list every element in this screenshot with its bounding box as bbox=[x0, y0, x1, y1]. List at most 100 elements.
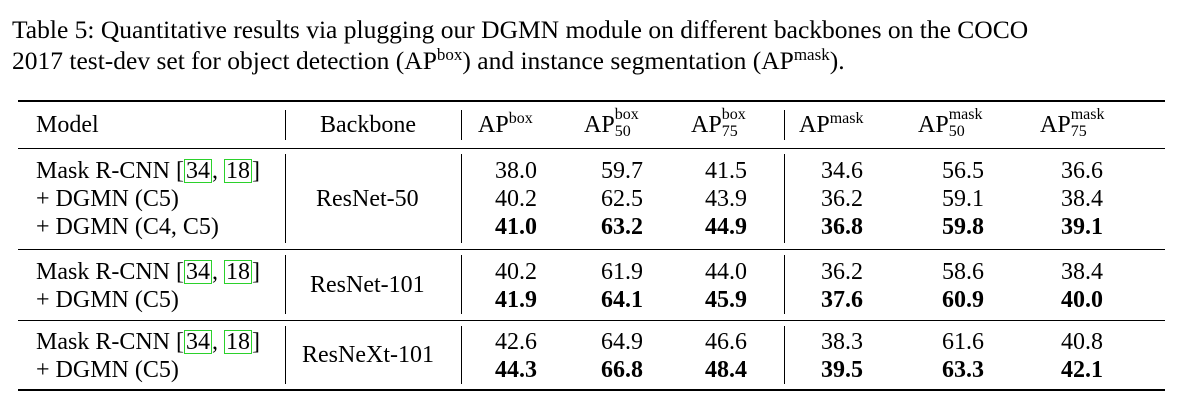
citation-link[interactable]: 18 bbox=[224, 158, 252, 184]
table-cell-value: 42.6 bbox=[495, 329, 537, 355]
model-text: Mask R-CNN [ bbox=[36, 158, 184, 184]
top-rule bbox=[18, 100, 1165, 102]
header-ap-base: AP bbox=[1040, 112, 1071, 138]
citation-link[interactable]: 18 bbox=[224, 259, 252, 285]
column-divider bbox=[784, 326, 785, 384]
table-cell-value: 40.2 bbox=[495, 259, 537, 285]
table-caption: Table 5: Quantitative results via pluggi… bbox=[12, 14, 1172, 76]
table-cell-value: 61.6 bbox=[942, 329, 984, 355]
table-cell-value: 41.9 bbox=[495, 287, 537, 313]
table-cell-value: 64.9 bbox=[601, 329, 643, 355]
group-rule bbox=[18, 320, 1165, 321]
table-cell-value: 38.0 bbox=[495, 158, 537, 184]
column-divider bbox=[461, 326, 462, 384]
header-ap-sup: mask bbox=[1070, 106, 1105, 123]
column-divider bbox=[285, 110, 286, 140]
model-text: Mask R-CNN [ bbox=[36, 259, 184, 285]
table-cell-value: 45.9 bbox=[705, 287, 747, 313]
backbone-cell: ResNeXt-101 bbox=[302, 342, 434, 368]
table-row-model: + DGMN (C5) bbox=[36, 287, 179, 313]
header-ap75-box: AP box 75 bbox=[691, 107, 766, 140]
table-cell-value: 36.2 bbox=[821, 259, 863, 285]
table-cell-value: 58.6 bbox=[942, 259, 984, 285]
table-cell-value: 43.9 bbox=[705, 186, 747, 212]
header-ap-base: AP bbox=[799, 112, 830, 138]
header-ap-sup: box bbox=[614, 106, 639, 123]
table-cell-value: 38.4 bbox=[1061, 186, 1103, 212]
header-ap-sup: mask bbox=[829, 110, 864, 127]
header-ap-mask: APmask bbox=[799, 110, 863, 140]
table-cell-value: 42.1 bbox=[1061, 357, 1103, 383]
citation-link[interactable]: 18 bbox=[224, 329, 252, 355]
citation-link[interactable]: 34 bbox=[184, 158, 212, 184]
model-text: , bbox=[212, 259, 224, 285]
table-cell-value: 66.8 bbox=[601, 357, 643, 383]
table-row-model: + DGMN (C5) bbox=[36, 357, 179, 383]
header-ap-sup: mask bbox=[948, 106, 983, 123]
header-ap-box: APbox bbox=[478, 110, 533, 140]
table-cell-value: 41.5 bbox=[705, 158, 747, 184]
column-divider bbox=[285, 326, 286, 384]
column-divider bbox=[784, 154, 785, 243]
model-text: Mask R-CNN [ bbox=[36, 329, 184, 355]
table-cell-value: 41.0 bbox=[495, 214, 537, 240]
caption-text: 2017 test-dev set for object detection (… bbox=[12, 46, 437, 75]
table-cell-value: 59.8 bbox=[942, 214, 984, 240]
header-ap-sup: box bbox=[508, 110, 533, 127]
header-ap-base: AP bbox=[918, 112, 949, 138]
table-cell-value: 63.3 bbox=[942, 357, 984, 383]
group-rule bbox=[18, 249, 1165, 250]
table-cell-value: 40.2 bbox=[495, 186, 537, 212]
column-divider bbox=[285, 154, 286, 243]
table-cell-value: 48.4 bbox=[705, 357, 747, 383]
table-row-model: + DGMN (C5) bbox=[36, 186, 179, 212]
table-cell-value: 40.8 bbox=[1061, 329, 1103, 355]
model-text: ] bbox=[252, 329, 260, 355]
column-divider bbox=[784, 255, 785, 314]
model-text: , bbox=[212, 158, 224, 184]
table-row-model: Mask R-CNN [34, 18] bbox=[36, 157, 260, 185]
table-row-model: Mask R-CNN [34, 18] bbox=[36, 258, 260, 286]
table-cell-value: 40.0 bbox=[1061, 287, 1103, 313]
table-cell-value: 38.3 bbox=[821, 329, 863, 355]
model-text: ] bbox=[252, 259, 260, 285]
table-cell-value: 62.5 bbox=[601, 186, 643, 212]
table-cell-value: 63.2 bbox=[601, 214, 643, 240]
table-cell-value: 46.6 bbox=[705, 329, 747, 355]
citation-link[interactable]: 34 bbox=[184, 259, 212, 285]
table-cell-value: 36.8 bbox=[821, 214, 863, 240]
table-cell-value: 59.7 bbox=[601, 158, 643, 184]
caption-text: ) and instance segmentation (AP bbox=[462, 46, 794, 75]
header-rule bbox=[18, 148, 1165, 149]
column-divider bbox=[461, 255, 462, 314]
column-divider bbox=[461, 154, 462, 243]
column-divider bbox=[461, 110, 462, 140]
header-ap-base: AP bbox=[691, 112, 722, 138]
backbone-cell: ResNet-50 bbox=[316, 186, 419, 212]
table-cell-value: 37.6 bbox=[821, 287, 863, 313]
table-cell-value: 36.6 bbox=[1061, 158, 1103, 184]
table-row-model: + DGMN (C4, C5) bbox=[36, 214, 219, 240]
table-cell-value: 64.1 bbox=[601, 287, 643, 313]
table-cell-value: 61.9 bbox=[601, 259, 643, 285]
table-cell-value: 44.3 bbox=[495, 357, 537, 383]
caption-text: ). bbox=[829, 46, 845, 75]
header-ap50-box: AP box 50 bbox=[584, 106, 659, 140]
header-ap-sub: 50 bbox=[614, 123, 631, 140]
model-text: , bbox=[212, 329, 224, 355]
table-cell-value: 36.2 bbox=[821, 186, 863, 212]
table-cell-value: 39.1 bbox=[1061, 214, 1103, 240]
table-cell-value: 59.1 bbox=[942, 186, 984, 212]
header-ap-sub: 50 bbox=[948, 123, 965, 140]
header-ap-base: AP bbox=[478, 112, 509, 138]
header-ap-base: AP bbox=[584, 112, 615, 138]
citation-link[interactable]: 34 bbox=[184, 329, 212, 355]
header-ap-sub: 75 bbox=[1070, 123, 1087, 140]
model-text: ] bbox=[252, 158, 260, 184]
caption-line-2: 2017 test-dev set for object detection (… bbox=[12, 45, 1172, 76]
column-divider bbox=[285, 255, 286, 314]
header-backbone: Backbone bbox=[320, 112, 416, 138]
header-ap-sub: 75 bbox=[721, 123, 738, 140]
column-divider bbox=[784, 110, 785, 140]
caption-sup: mask bbox=[793, 45, 830, 64]
